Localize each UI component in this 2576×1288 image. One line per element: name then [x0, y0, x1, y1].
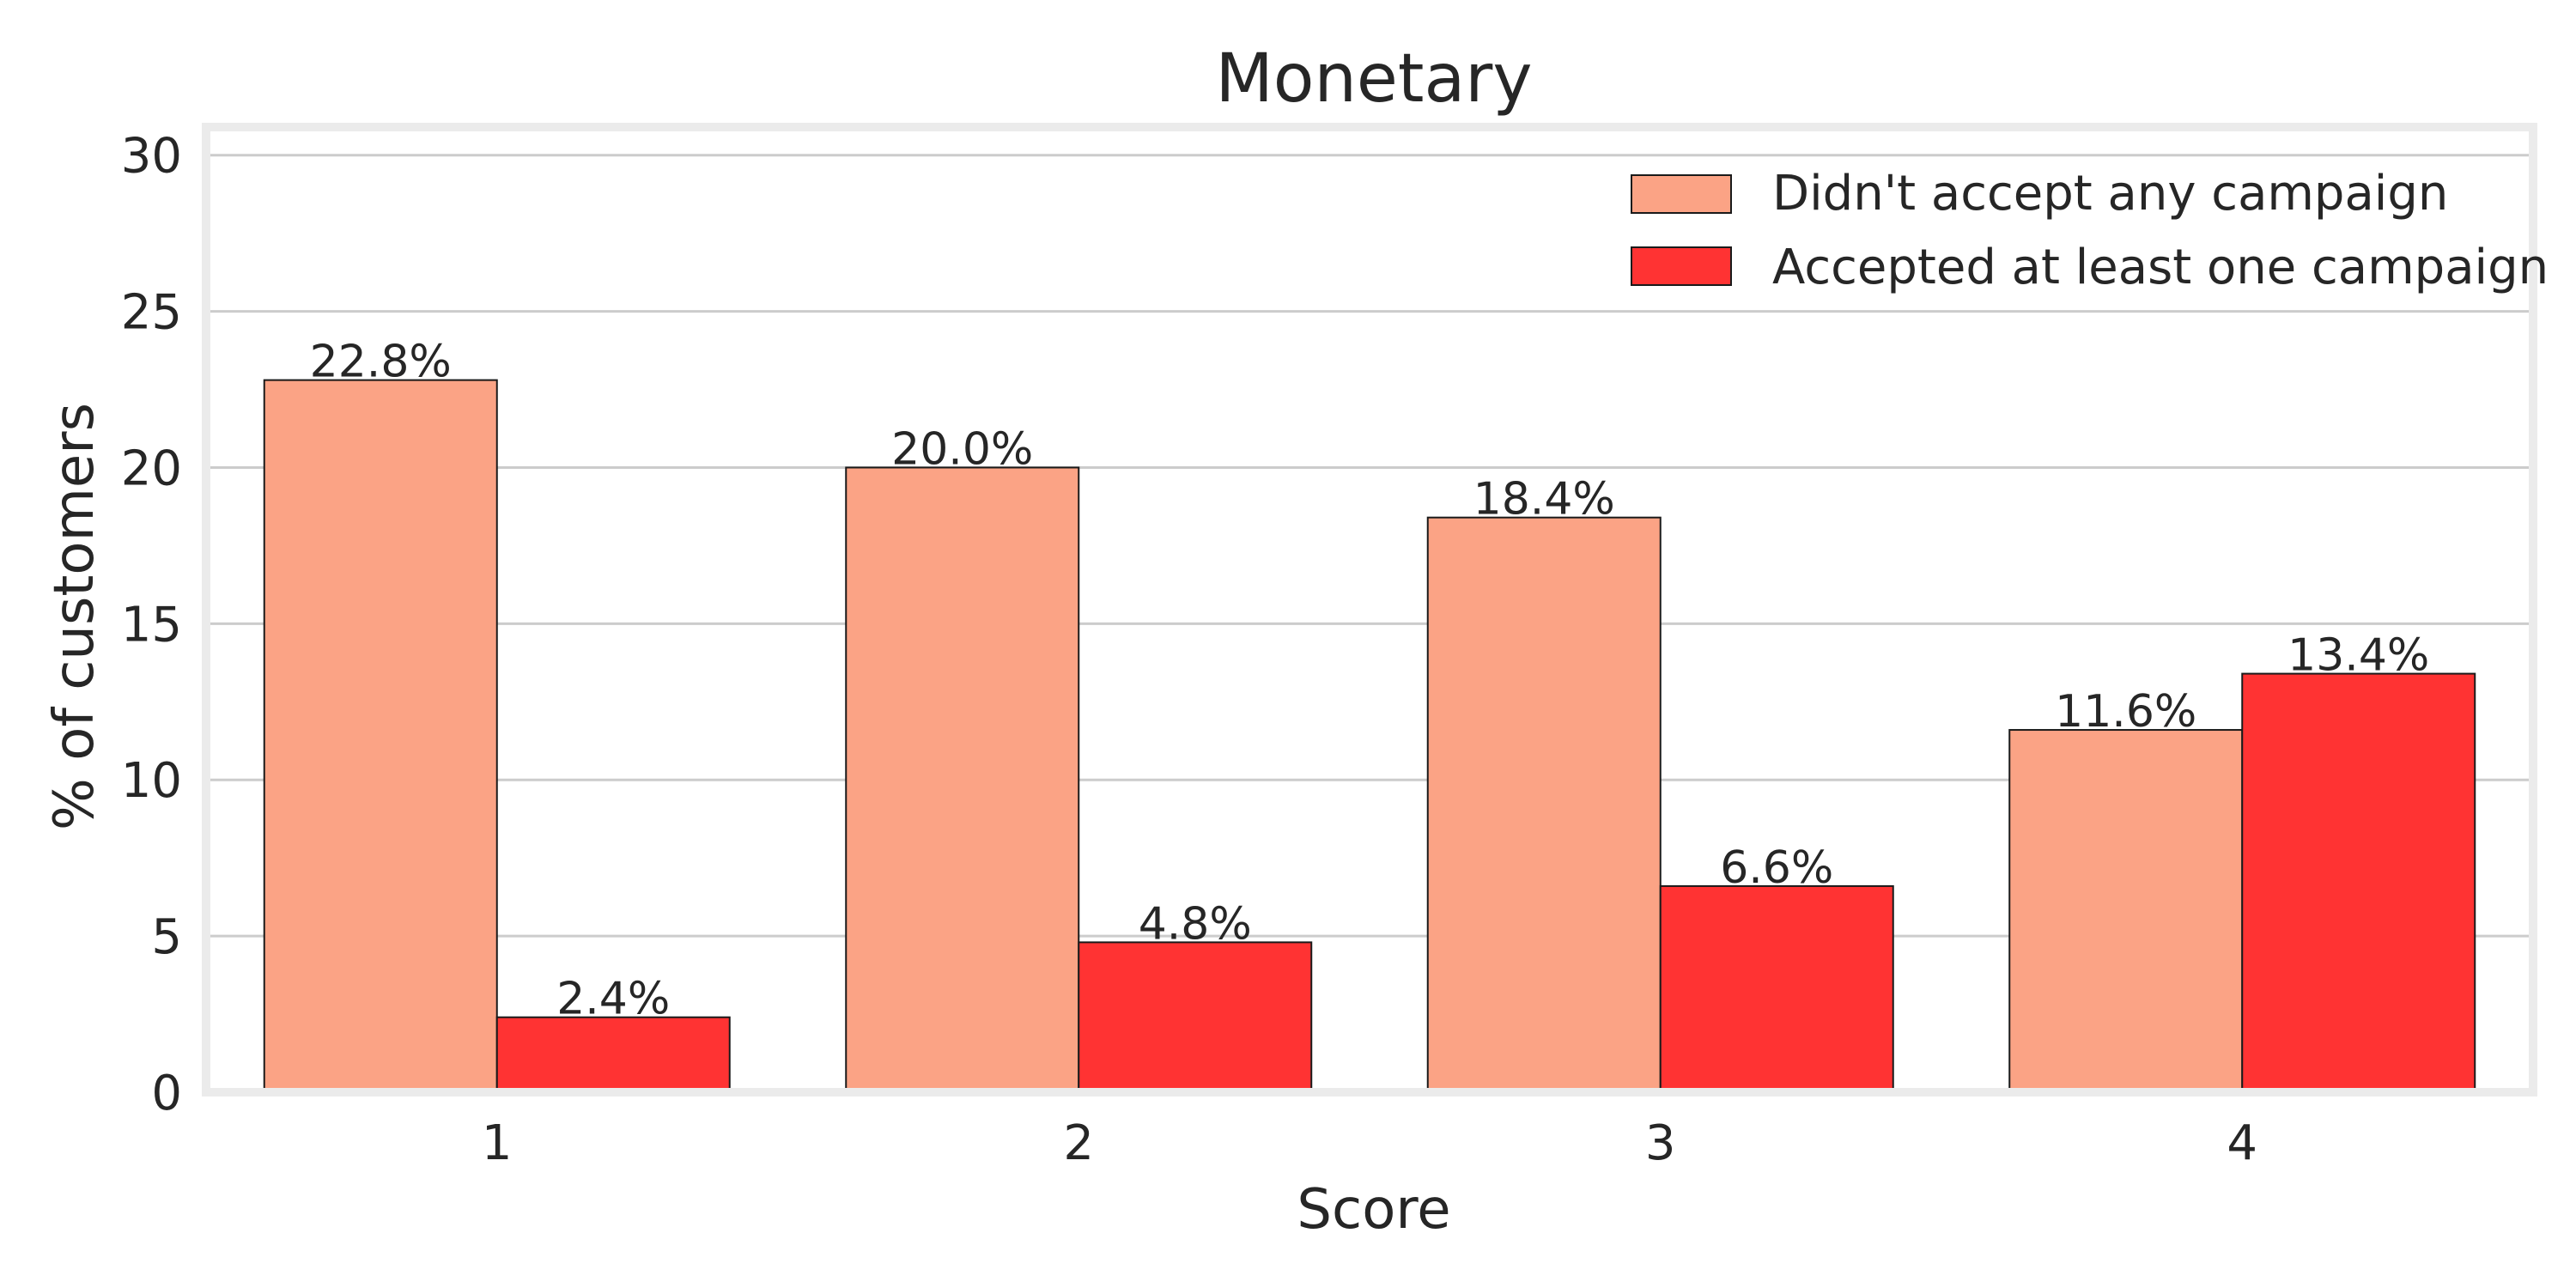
data-label-series2-score-1: 2.4% [556, 974, 670, 1025]
y-axis-label: % of customers [43, 403, 106, 830]
data-label-series2-score-2: 4.8% [1139, 898, 1252, 950]
chart-title: Monetary [1215, 40, 1532, 118]
x-tick-label-3: 3 [1645, 1115, 1676, 1171]
x-axis-label: Score [1297, 1178, 1450, 1242]
y-tick-labels: 0 5 10 15 20 25 30 [121, 129, 182, 1121]
bars [263, 379, 2476, 1094]
bar-series2-score-4 [2241, 672, 2476, 1093]
x-tick-labels: 1 2 3 4 [482, 1115, 2257, 1171]
x-tick-label-4: 4 [2227, 1115, 2257, 1171]
legend-label-didnt-accept: Didn't accept any campaign [1772, 166, 2448, 222]
data-label-series2-score-3: 6.6% [1720, 842, 1833, 894]
y-tick-label-15: 15 [121, 597, 182, 653]
y-tick-label-10: 10 [121, 753, 182, 809]
y-tick-label-20: 20 [121, 440, 182, 496]
legend-label-accepted: Accepted at least one campaign [1772, 240, 2549, 295]
bar-series1-score-3 [1426, 516, 1662, 1093]
y-tick-label-25: 25 [121, 285, 182, 341]
legend-swatch-didnt-accept [1631, 174, 1732, 214]
bar-series2-score-2 [1078, 941, 1313, 1094]
bar-series2-score-3 [1659, 884, 1894, 1094]
data-label-series1-score-1: 22.8% [310, 337, 452, 388]
plot-frame [202, 123, 2537, 1097]
bar-series1-score-4 [2008, 729, 2244, 1093]
x-tick-label-2: 2 [1063, 1115, 1094, 1171]
bar-series2-score-1 [495, 1016, 731, 1093]
data-labels: 22.8% 20.0% 18.4% 11.6% 2.4% 4.8% 6.6% 13.4% [310, 337, 2430, 1025]
data-label-series1-score-4: 11.6% [2055, 686, 2196, 738]
legend: Didn't accept any campaign Accepted at l… [1631, 166, 2549, 295]
bar-series1-score-1 [263, 379, 498, 1094]
data-label-series2-score-4: 13.4% [2287, 630, 2429, 682]
x-tick-label-1: 1 [482, 1115, 513, 1171]
y-tick-label-30: 30 [121, 129, 182, 185]
data-label-series1-score-3: 18.4% [1473, 474, 1615, 526]
y-tick-label-0: 0 [151, 1066, 182, 1121]
legend-swatch-accepted [1631, 246, 1732, 286]
data-label-series1-score-2: 20.0% [891, 423, 1033, 475]
plot-border [202, 123, 2537, 1097]
y-tick-label-5: 5 [151, 909, 182, 965]
bar-series1-score-2 [845, 466, 1080, 1093]
